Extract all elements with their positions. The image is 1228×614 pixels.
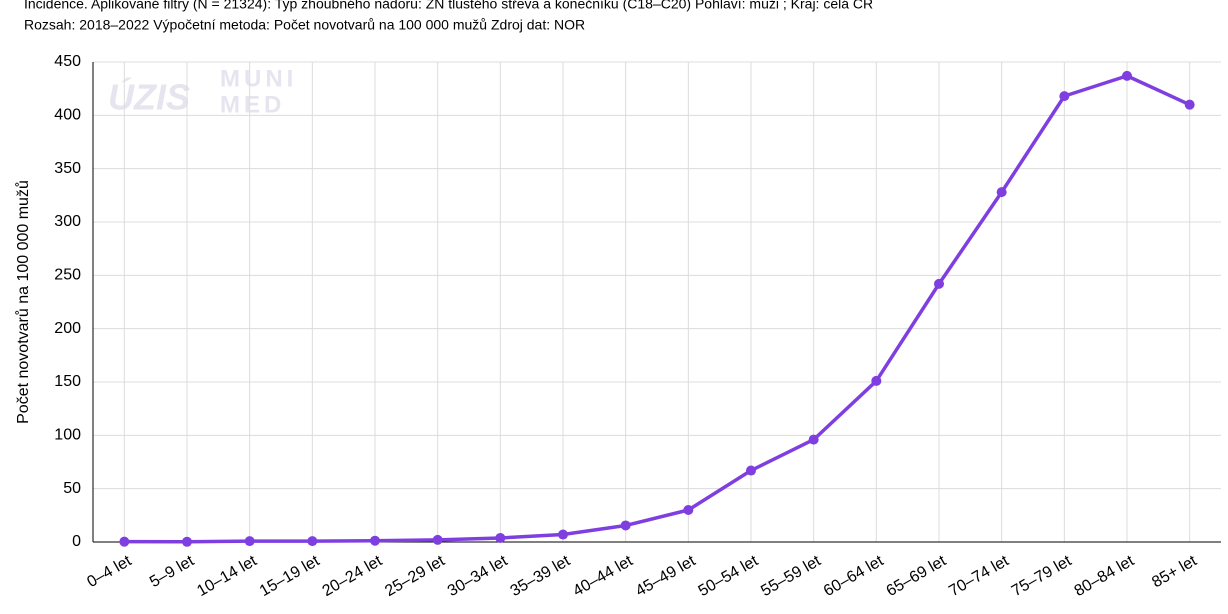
point: [996, 187, 1007, 198]
point: [119, 536, 130, 547]
x-tick-label: 40–44 let: [570, 552, 636, 600]
point: [871, 375, 882, 386]
y-tick-label: 50: [63, 480, 81, 497]
x-tick-label: 70–74 let: [946, 552, 1012, 600]
x-tick-label: 55–59 let: [758, 552, 824, 600]
x-tick-label: 60–64 let: [821, 552, 887, 600]
point: [370, 535, 380, 546]
point: [808, 434, 819, 445]
point: [558, 529, 568, 540]
point: [244, 536, 255, 547]
x-tick-label: 5–9 let: [147, 552, 198, 591]
x-tick-label: 85+ let: [1149, 552, 1200, 591]
x-tick-label: 20–24 let: [320, 552, 386, 600]
y-tick-label: 450: [54, 53, 81, 70]
y-tick-label: 100: [54, 427, 81, 444]
point: [683, 505, 694, 515]
x-tick-label: 45–49 let: [633, 552, 699, 600]
y-axis-label: Počet novotvarů na 100 000 mužů: [14, 180, 32, 424]
line: [124, 74, 1191, 544]
point: [307, 536, 318, 547]
x-tick-label: 30–34 let: [445, 552, 511, 600]
point: [432, 534, 443, 545]
y-tick-label: 0: [72, 533, 81, 550]
point: [620, 520, 631, 531]
x-tick-label: 35–39 let: [508, 552, 574, 600]
point: [1184, 99, 1195, 110]
x-tick-label: 10–14 let: [194, 552, 260, 600]
x-tick-label: 65–69 let: [884, 552, 950, 600]
y-tick-label: 350: [54, 160, 81, 177]
x-tick-label: 75–79 let: [1009, 552, 1075, 600]
chart-subtitle: Rozsah: 2018–2022 Výpočetní metoda: Poče…: [24, 17, 585, 33]
watermark: MUNI: [220, 65, 297, 92]
point: [1059, 91, 1070, 102]
point: [934, 278, 944, 289]
x-tick-label: 25–29 let: [382, 552, 448, 600]
point: [1122, 70, 1132, 81]
y-tick-label: 250: [54, 267, 81, 284]
y-tick-label: 200: [54, 320, 81, 337]
watermark: MED: [220, 91, 285, 118]
point: [746, 465, 756, 476]
y-tick-label: 150: [54, 373, 81, 390]
chart-title: Incidence. Aplikované filtry (N = 21324)…: [24, 0, 873, 12]
point: [495, 532, 506, 543]
y-tick-label: 400: [54, 107, 81, 124]
x-tick-label: 15–19 let: [257, 552, 323, 600]
x-tick-label: 80–84 let: [1072, 552, 1138, 600]
x-tick-label: 50–54 let: [696, 552, 762, 600]
y-tick-label: 300: [54, 213, 81, 230]
x-tick-label: 0–4 let: [84, 552, 135, 591]
watermark: ÚZIS: [108, 77, 190, 118]
point: [182, 536, 192, 547]
